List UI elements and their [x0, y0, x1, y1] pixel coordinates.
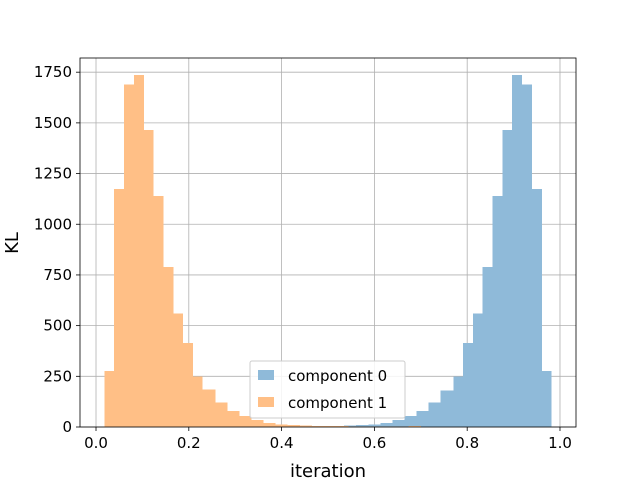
bar-series-0-bin-11 [368, 424, 381, 427]
legend-swatch-component-0 [258, 370, 274, 380]
y-tick-label-1: 250 [43, 367, 72, 385]
x-tick-label-5: 1.0 [548, 434, 572, 452]
legend-label-component-1: component 1 [288, 394, 387, 412]
bar-series-0-bin-14 [404, 415, 417, 427]
x-tick-label-0: 0.0 [84, 434, 108, 452]
y-tick-label-4: 1000 [34, 215, 72, 233]
x-tick-label-1: 0.2 [177, 434, 201, 452]
bar-series-0-bin-27 [541, 371, 552, 427]
y-tick-label-6: 1500 [34, 114, 72, 132]
legend-box [249, 360, 406, 419]
bar-series-1-bin-4 [143, 129, 154, 427]
y-tick-label-3: 750 [43, 266, 72, 284]
axis-ticks: 0.0 0.2 0.4 0.6 0.8 1.0 0 250 500 750 1000 1250 1500… [34, 63, 572, 452]
bar-series-1-bin-10 [202, 389, 216, 427]
bar-series-0-bin-17 [440, 390, 454, 427]
legend: component 0 component 1 [249, 360, 406, 419]
bar-series-1-bin-27 [408, 425, 421, 427]
bar-series-1-bin-18 [300, 425, 313, 427]
bar-series-1-bin-11 [215, 402, 228, 427]
bar-series-1-bin-3 [134, 75, 144, 427]
bars [104, 75, 552, 427]
bar-series-1-bin-5 [153, 195, 164, 427]
x-axis-label: iteration [290, 461, 366, 480]
bar-series-0-bin-22 [492, 195, 503, 427]
bar-series-1-bin-7 [173, 313, 184, 427]
legend-label-component-0: component 0 [288, 367, 387, 385]
bar-series-0-bin-20 [472, 313, 483, 427]
bar-series-1-bin-2 [123, 84, 135, 427]
bar-series-0-bin-21 [482, 266, 493, 427]
y-tick-label-7: 1750 [34, 63, 72, 81]
bar-series-0-bin-26 [532, 188, 542, 427]
bar-series-1-bin-15 [263, 422, 276, 427]
legend-swatch-component-1 [258, 397, 274, 407]
y-tick-label-0: 0 [62, 418, 72, 436]
x-tick-label-2: 0.4 [270, 434, 294, 452]
bar-series-0-bin-13 [392, 419, 405, 427]
bar-series-1-bin-20 [324, 425, 337, 427]
bar-series-0-bin-9 [343, 425, 356, 427]
bar-series-1-bin-12 [227, 410, 240, 427]
y-tick-label-5: 1250 [34, 165, 72, 183]
bar-series-0-bin-25 [521, 84, 533, 427]
bar-series-0-bin-23 [502, 129, 513, 427]
bar-series-1-bin-0 [104, 371, 115, 427]
bar-series-1-bin-1 [114, 188, 124, 427]
bar-series-1-bin-16 [275, 424, 288, 427]
bar-series-1-bin-8 [183, 342, 193, 427]
bar-series-0-bin-12 [380, 422, 393, 427]
bar-series-1-bin-14 [251, 419, 264, 427]
x-tick-label-3: 0.6 [362, 434, 386, 452]
bar-series-0-bin-10 [355, 425, 369, 427]
bar-series-0-bin-18 [453, 376, 464, 427]
bar-series-1-bin-19 [312, 425, 325, 427]
bar-series-0-bin-15 [416, 410, 429, 427]
plot-frame [79, 57, 577, 428]
x-tick-label-4: 0.8 [455, 434, 479, 452]
bar-series-0-bin-19 [463, 342, 473, 427]
bar-series-0-bin-24 [512, 75, 522, 427]
y-axis-label: KL [2, 232, 23, 254]
bar-series-1-bin-17 [287, 425, 301, 427]
bar-series-1-bin-9 [192, 376, 203, 427]
bar-series-1-bin-13 [239, 415, 252, 427]
bar-series-0-bin-16 [428, 402, 441, 427]
y-tick-label-2: 500 [43, 317, 72, 335]
bar-series-1-bin-21 [336, 426, 349, 427]
bar-series-1-bin-6 [163, 266, 174, 427]
